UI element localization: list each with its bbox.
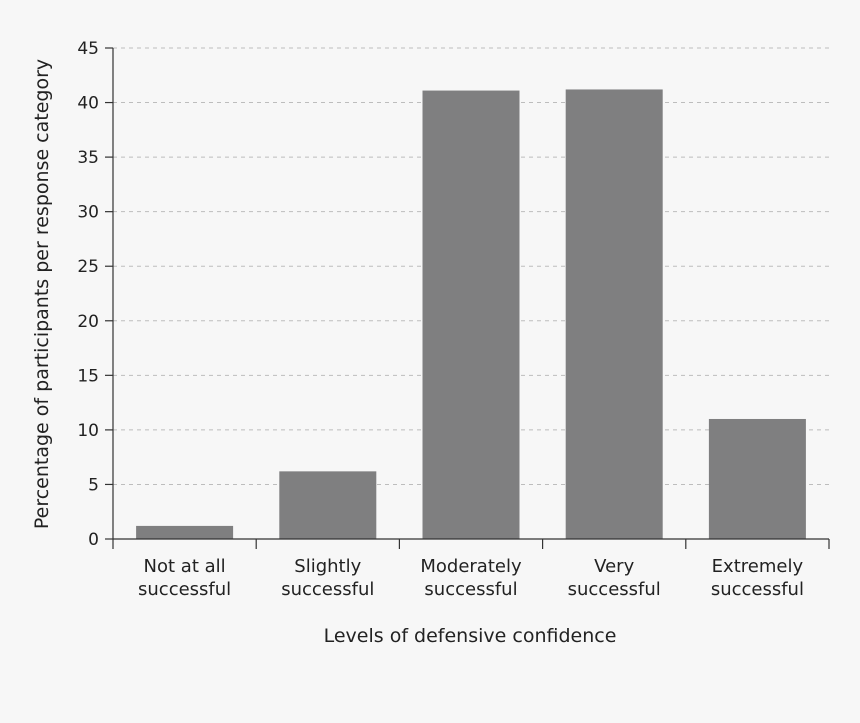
- y-tick-label: 15: [77, 366, 99, 386]
- bar: [565, 89, 663, 539]
- x-tick-label: Slightly successful: [281, 556, 374, 600]
- y-axis-title: Percentage of participants per response …: [31, 59, 53, 529]
- bars: [136, 89, 806, 539]
- x-axis-title: Levels of defensive confidence: [324, 625, 617, 647]
- x-axis-ticks: Not at all successful Slightly successful Mo…: [112, 539, 830, 600]
- bar: [708, 418, 806, 539]
- y-tick-label: 35: [77, 148, 99, 168]
- x-tick-label: Extremely successful: [711, 556, 804, 600]
- y-tick-label: 25: [77, 257, 99, 277]
- y-tick-label: 40: [77, 94, 99, 114]
- y-tick-label: 5: [88, 475, 99, 495]
- bar: [136, 525, 234, 539]
- y-tick-label: 0: [88, 530, 99, 550]
- y-tick-label: 30: [77, 203, 99, 223]
- y-axis-ticks: 0 5 10 15 20 25 30 35 40 45: [77, 39, 113, 550]
- axes: [112, 48, 829, 540]
- y-tick-label: 45: [77, 39, 99, 59]
- x-tick-label: Moderately successful: [420, 556, 522, 600]
- y-tick-label: 10: [77, 421, 99, 441]
- y-tick-label: 20: [77, 312, 99, 332]
- bar: [279, 471, 377, 539]
- x-tick-label: Not at all successful: [138, 556, 231, 600]
- bar: [422, 90, 520, 539]
- x-tick-label: Very successful: [568, 556, 661, 600]
